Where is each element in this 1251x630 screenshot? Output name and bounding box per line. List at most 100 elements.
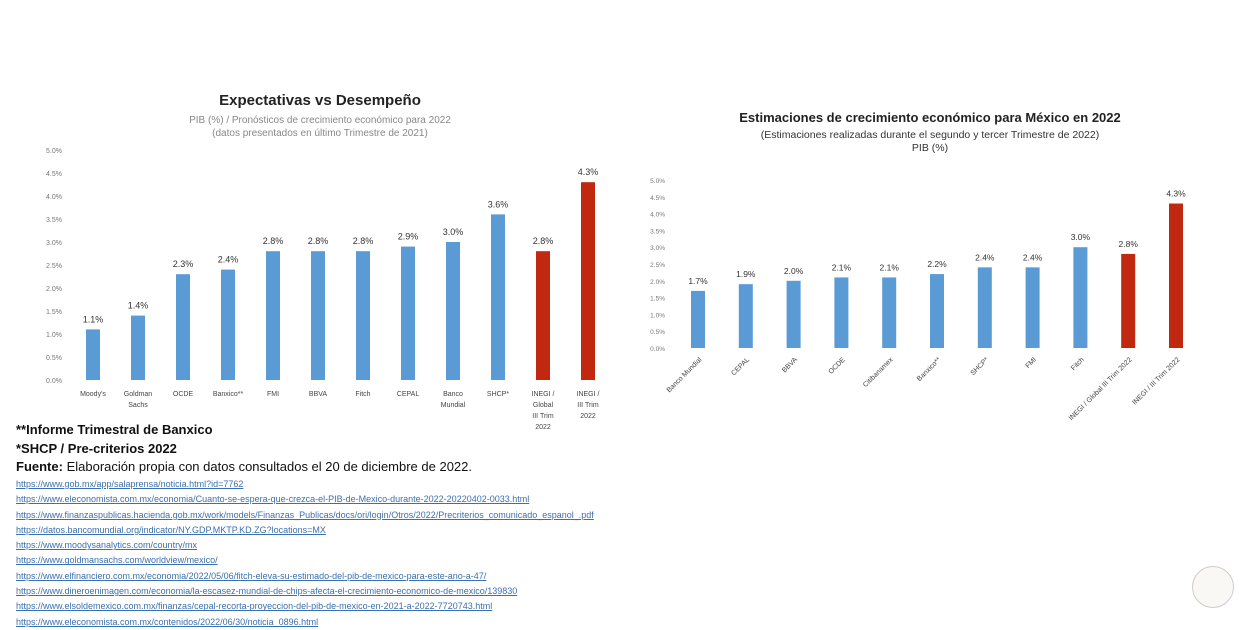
bar	[738, 284, 753, 348]
bar	[834, 277, 849, 348]
y-tick-label: 1.0%	[46, 332, 62, 339]
y-tick-label: 2.5%	[650, 262, 665, 269]
chart1-title: Expectativas vs Desempeño	[219, 92, 421, 109]
y-tick-label: 1.5%	[650, 296, 665, 303]
bar	[356, 251, 370, 380]
bar	[311, 251, 325, 380]
x-tick-label: INEGI / Global III Trim 2022	[532, 391, 555, 431]
bar	[930, 274, 944, 348]
data-label: 3.6%	[488, 199, 509, 209]
chart2-subtitle-1: (Estimaciones realizadas durante el segu…	[760, 129, 1100, 141]
x-tick-label: BBVA	[781, 356, 799, 374]
source-link[interactable]: https://www.goldmansachs.com/worldview/m…	[16, 555, 218, 566]
source-link[interactable]: https://www.dineroenimagen.com/economia/…	[16, 586, 518, 597]
source-note: Fuente: Elaboración propia con datos con…	[16, 459, 472, 474]
bar	[401, 246, 415, 380]
data-label: 4.3%	[1166, 189, 1186, 199]
bar	[536, 251, 550, 380]
bar	[266, 251, 280, 380]
source-link[interactable]: https://www.eleconomista.com.mx/contenid…	[16, 616, 319, 627]
y-tick-label: 1.0%	[650, 312, 665, 319]
bar	[1121, 253, 1136, 348]
bar	[581, 182, 595, 380]
x-tick-label: Banco Mundial	[441, 391, 466, 409]
source-link[interactable]: https://www.elfinanciero.com.mx/economia…	[16, 570, 487, 581]
x-tick-label: Moody's	[80, 391, 106, 398]
source-link[interactable]: https://www.finanzaspublicas.hacienda.go…	[16, 509, 594, 520]
y-tick-label: 0.0%	[650, 346, 665, 353]
y-tick-label: 5.0%	[46, 148, 62, 155]
data-label: 2.8%	[308, 236, 329, 246]
source-link[interactable]: https://datos.bancomundial.org/indicator…	[16, 524, 326, 535]
data-label: 2.8%	[263, 236, 284, 246]
bar	[1025, 267, 1040, 348]
bar	[882, 277, 897, 348]
y-tick-label: 4.5%	[46, 171, 62, 178]
footnote-shcp: *SHCP / Pre-criterios 2022	[16, 441, 177, 456]
x-tick-label: CEPAL	[730, 356, 751, 377]
bar	[221, 269, 235, 380]
data-label: 2.8%	[1119, 239, 1139, 249]
government-seal-logo	[1192, 566, 1234, 608]
source-link[interactable]: https://www.eleconomista.com.mx/economia…	[16, 494, 530, 505]
bar	[691, 290, 705, 348]
y-tick-label: 0.5%	[46, 355, 62, 362]
footnotes: **Informe Trimestral de Banxico *SHCP / …	[16, 420, 213, 458]
x-tick-label: Citibanamex	[862, 356, 895, 389]
data-label: 1.1%	[83, 314, 104, 324]
y-tick-label: 0.0%	[46, 378, 62, 385]
x-tick-label: FMI	[1025, 356, 1039, 370]
data-label: 2.1%	[880, 262, 900, 272]
source-link[interactable]: https://www.moodysanalytics.com/country/…	[16, 540, 198, 551]
chart2-subtitle-2: PIB (%)	[911, 142, 949, 154]
source-label: Fuente:	[16, 459, 63, 474]
data-label: 2.0%	[784, 266, 804, 276]
data-label: 2.9%	[398, 232, 419, 242]
data-label: 3.0%	[1071, 232, 1091, 242]
bar	[446, 242, 460, 380]
y-tick-label: 3.0%	[650, 245, 665, 252]
y-tick-label: 3.5%	[46, 217, 62, 224]
data-label: 2.8%	[353, 236, 374, 246]
x-tick-label: FMI	[267, 391, 279, 398]
x-tick-label: BBVA	[309, 391, 327, 398]
chart1-subtitle-1: PIB (%) / Pronósticos de crecimiento eco…	[189, 115, 451, 126]
source-link[interactable]: https://www.elsoldemexico.com.mx/finanza…	[16, 601, 493, 612]
data-label: 2.3%	[173, 259, 194, 269]
source-text: Elaboración propia con datos consultados…	[62, 459, 473, 474]
y-tick-label: 4.0%	[46, 194, 62, 201]
data-label: 1.4%	[128, 301, 149, 311]
x-tick-label: INEGI / III Trim 2022	[577, 391, 600, 420]
x-tick-label: CEPAL	[397, 391, 420, 398]
source-link[interactable]: https://www.gob.mx/app/salaprensa/notici…	[16, 479, 244, 489]
x-tick-label: Fitch	[355, 391, 370, 398]
y-tick-label: 4.0%	[650, 212, 665, 219]
bar	[86, 329, 100, 380]
data-label: 3.0%	[443, 227, 464, 237]
footnote-banxico: **Informe Trimestral de Banxico	[16, 422, 213, 437]
data-label: 2.4%	[218, 255, 239, 265]
chart1-subtitle-2: (datos presentados en último Trimestre d…	[212, 128, 428, 139]
source-links: https://www.gob.mx/app/salaprensa/notici…	[16, 477, 594, 630]
data-label: 1.7%	[688, 276, 708, 286]
bar	[977, 267, 992, 348]
y-tick-label: 3.0%	[46, 240, 62, 247]
x-tick-label: Goldman Sachs	[124, 391, 153, 409]
x-tick-label: OCDE	[173, 391, 194, 398]
x-tick-label: SHCP*	[970, 356, 991, 377]
y-tick-label: 5.0%	[650, 178, 665, 185]
x-tick-label: Banco Mundial	[666, 356, 704, 394]
bar	[176, 274, 190, 380]
bar	[131, 315, 145, 380]
y-tick-label: 2.0%	[650, 279, 665, 286]
y-tick-label: 2.0%	[46, 286, 62, 293]
data-label: 2.4%	[1023, 252, 1043, 262]
x-tick-label: INEGI / III Trim 2022	[1131, 356, 1181, 406]
x-tick-label: SHCP*	[487, 391, 509, 398]
x-tick-label: OCDE	[828, 356, 847, 375]
x-tick-label: Banxico**	[213, 391, 244, 398]
y-tick-label: 4.5%	[650, 195, 665, 202]
x-tick-label: Fitch	[1070, 356, 1086, 372]
y-tick-label: 2.5%	[46, 263, 62, 270]
